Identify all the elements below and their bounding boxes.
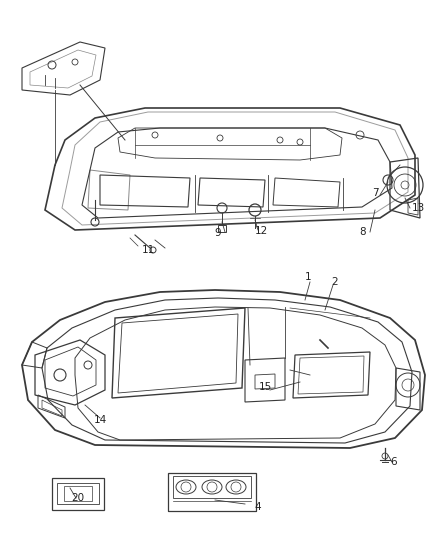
Text: 13: 13 [411, 203, 424, 213]
Text: 8: 8 [360, 227, 366, 237]
Text: 1: 1 [305, 272, 311, 282]
Text: 4: 4 [254, 502, 261, 512]
Text: 20: 20 [71, 493, 85, 503]
Text: 11: 11 [141, 245, 155, 255]
Text: 14: 14 [93, 415, 106, 425]
Text: 9: 9 [215, 228, 221, 238]
Text: 6: 6 [391, 457, 397, 467]
Text: 7: 7 [372, 188, 378, 198]
Text: 2: 2 [332, 277, 338, 287]
Text: 12: 12 [254, 226, 268, 236]
Text: 15: 15 [258, 382, 272, 392]
